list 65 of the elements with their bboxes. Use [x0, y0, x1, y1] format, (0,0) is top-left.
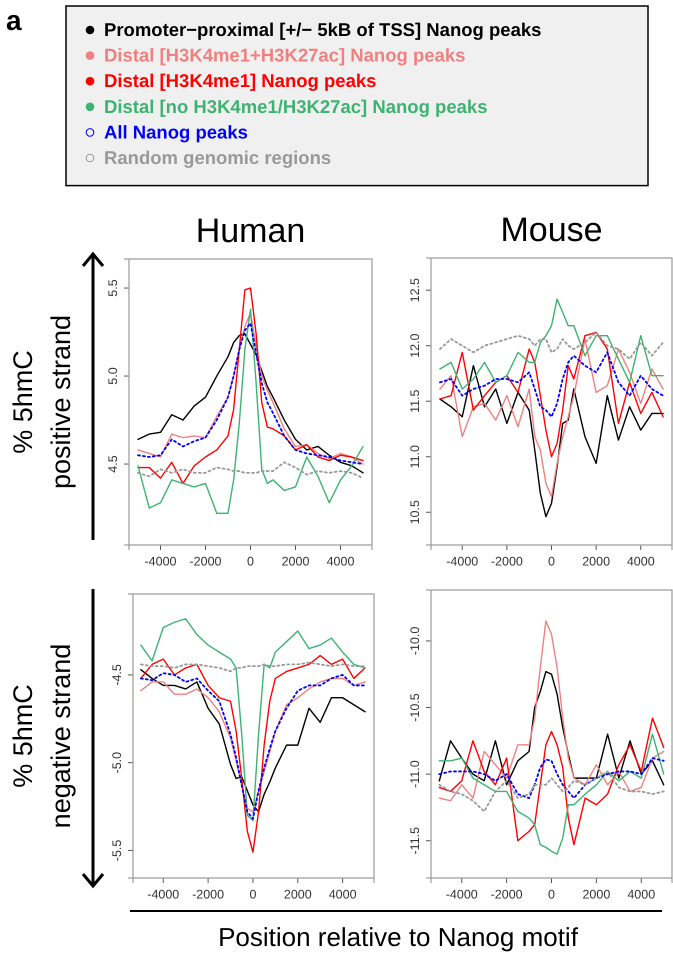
line-series — [439, 364, 664, 518]
line-series — [140, 654, 366, 853]
line-series — [439, 351, 664, 418]
line-series — [439, 298, 664, 390]
legend-label: Distal [H3K4me1] Nanog peaks — [104, 70, 376, 92]
x-tick-label: -2000 — [490, 554, 523, 568]
x-tick-label: 2000 — [582, 554, 610, 568]
line-series — [438, 620, 664, 802]
x-tick-label: 0 — [548, 888, 556, 902]
x-tick-label: 2000 — [582, 888, 610, 902]
y-axis-title: % 5hmC negative strand — [8, 644, 76, 828]
legend-label: All Nanog peaks — [104, 121, 248, 142]
y-tick-label: -4.5 — [110, 664, 124, 686]
legend-label: Random genomic regions — [104, 147, 332, 168]
x-tick-label: 0 — [548, 554, 556, 568]
y-tick-label: -10.5 — [408, 693, 422, 722]
x-axis-title: Position relative to Nanog motif — [218, 922, 579, 952]
line-series — [439, 338, 664, 498]
x-tick-label: -4000 — [446, 888, 478, 902]
y-tick-label: -11.5 — [408, 826, 422, 854]
x-tick-label: 0 — [249, 888, 256, 902]
line-series — [439, 331, 664, 360]
line-series — [137, 461, 364, 480]
y-tick-label: 12.0 — [408, 334, 422, 358]
x-tick-label: -4000 — [147, 888, 180, 902]
line-series — [438, 670, 664, 786]
x-tick-label: 4000 — [328, 888, 357, 902]
legend-label: Promoter−proximal [+/− 5kB of TSS] Nanog peaks — [104, 19, 542, 40]
chart-title: Mouse — [500, 211, 603, 249]
x-tick-label: 4000 — [626, 554, 655, 568]
x-tick-label: -2000 — [190, 554, 222, 568]
legend-label: Distal [no H3K4me1/H3K27ac] Nanog peaks — [104, 96, 488, 117]
x-tick-label: 2000 — [284, 888, 312, 902]
x-tick-label: 0 — [247, 554, 254, 568]
x-tick-label: -4000 — [144, 554, 177, 568]
line-series — [438, 717, 664, 846]
y-tick-label: -5.0 — [110, 752, 124, 774]
line-series — [137, 308, 364, 514]
line-series — [438, 757, 665, 799]
y-tick-label: 11.5 — [408, 389, 422, 413]
x-tick-label: 4000 — [627, 888, 656, 902]
line-series — [438, 733, 664, 855]
y-tick-label: 10.5 — [408, 500, 422, 524]
y-axis-title: % 5hmC positive strand — [8, 314, 76, 490]
y-tick-label: 4.5 — [106, 455, 120, 473]
y-tick-label: 11.0 — [408, 444, 422, 468]
y-tick-label: -10.0 — [408, 626, 422, 656]
x-tick-label: -4000 — [446, 554, 478, 568]
chart-title: Human — [196, 212, 306, 250]
x-tick-label: 2000 — [282, 554, 310, 568]
x-tick-label: -2000 — [490, 888, 523, 902]
y-tick-label: 12.5 — [408, 278, 422, 302]
line-series — [140, 662, 366, 672]
text: a — [6, 5, 22, 36]
y-tick-label: 5.0 — [106, 367, 120, 385]
line-series — [140, 618, 366, 822]
x-tick-label: 4000 — [326, 554, 354, 568]
line-series — [439, 332, 664, 458]
y-tick-label: -11.0 — [408, 760, 422, 788]
line-series — [137, 287, 364, 484]
y-tick-label: 5.5 — [106, 279, 120, 297]
legend-label: Distal [H3K4me1+H3K27ac] Nanog peaks — [104, 44, 466, 66]
y-tick-label: -5.5 — [110, 840, 124, 862]
x-tick-label: -2000 — [192, 888, 224, 902]
line-series — [438, 770, 665, 812]
